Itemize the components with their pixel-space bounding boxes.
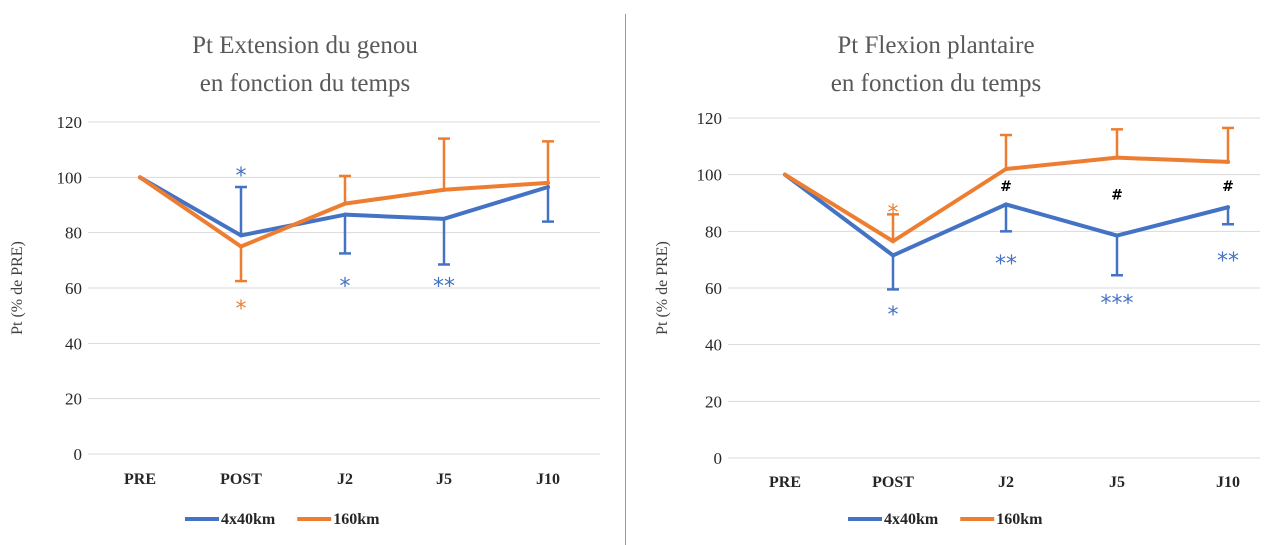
- y-tick-label: 60: [705, 279, 722, 298]
- significance-hash: #: [1111, 188, 1123, 204]
- legend-label: 4x40km: [221, 511, 276, 528]
- data-point: [239, 244, 243, 249]
- data-point: [891, 253, 895, 258]
- data-point: [546, 185, 550, 190]
- data-point: [891, 239, 895, 244]
- y-tick-label: 100: [57, 168, 83, 187]
- x-category-label: J10: [1216, 474, 1240, 491]
- y-tick-label: 120: [697, 109, 723, 128]
- x-category-label: J5: [436, 471, 452, 488]
- chart-title-line: Pt Extension du genou: [192, 32, 418, 59]
- panel-divider: [625, 14, 626, 545]
- significance-hash: #: [1222, 179, 1234, 195]
- y-tick-label: 100: [697, 166, 723, 185]
- data-point: [138, 175, 142, 180]
- data-point: [1004, 167, 1008, 171]
- legend-label: 160km: [333, 511, 380, 528]
- y-tick-label: 60: [65, 279, 82, 298]
- data-point: [1226, 159, 1230, 164]
- data-point: [1226, 205, 1230, 210]
- data-point: [1115, 233, 1119, 238]
- data-point: [1115, 155, 1119, 160]
- y-tick-label: 40: [65, 334, 82, 353]
- legend-label: 4x40km: [884, 511, 939, 528]
- legend-label: 160km: [996, 511, 1043, 528]
- chart-title-line: Pt Flexion plantaire: [837, 32, 1034, 59]
- y-axis-label: Pt (% de PRE): [654, 241, 671, 335]
- data-point: [442, 187, 446, 192]
- y-axis-label: Pt (% de PRE): [9, 241, 26, 335]
- significance-marker: **: [995, 252, 1017, 277]
- y-tick-label: 0: [714, 449, 723, 468]
- chart-title-line: en fonction du temps: [200, 70, 410, 97]
- y-tick-label: 120: [57, 113, 83, 132]
- significance-marker: *: [340, 275, 351, 300]
- data-point: [239, 233, 243, 238]
- significance-marker: ***: [1101, 292, 1134, 317]
- y-tick-label: 40: [705, 336, 722, 355]
- significance-hash: #: [1000, 179, 1012, 195]
- x-category-label: POST: [872, 474, 914, 491]
- significance-marker: *: [236, 297, 247, 322]
- data-point: [343, 212, 347, 217]
- chart-svg-plantar-flexion: Pt Flexion plantaire en fonction du temps…: [654, 32, 1260, 528]
- y-tick-label: 80: [705, 222, 722, 241]
- significance-marker: *: [236, 164, 247, 189]
- y-tick-label: 80: [65, 224, 82, 243]
- data-point: [1004, 202, 1008, 207]
- significance-marker: **: [433, 275, 455, 300]
- data-point: [546, 180, 550, 185]
- x-category-label: J2: [998, 474, 1014, 491]
- data-point: [442, 216, 446, 221]
- significance-marker: *: [888, 303, 899, 328]
- data-point: [343, 201, 347, 206]
- significance-marker: *: [888, 201, 899, 226]
- data-point: [783, 172, 787, 177]
- y-tick-label: 0: [74, 445, 83, 464]
- x-category-label: J5: [1109, 474, 1125, 491]
- y-tick-label: 20: [705, 392, 722, 411]
- x-category-label: PRE: [769, 474, 801, 491]
- chart-panel-plantar-flexion: Pt Flexion plantaire en fonction du temps…: [630, 0, 1272, 545]
- chart-panel-knee-extension: Pt Extension du genou en fonction du temp…: [0, 0, 622, 545]
- significance-marker: **: [1217, 249, 1239, 274]
- x-category-label: J10: [536, 471, 560, 488]
- chart-title-line: en fonction du temps: [831, 70, 1041, 97]
- y-tick-label: 20: [65, 390, 82, 409]
- x-category-label: PRE: [124, 471, 156, 488]
- x-category-label: J2: [337, 471, 353, 488]
- x-category-label: POST: [220, 471, 262, 488]
- chart-svg-knee-extension: Pt Extension du genou en fonction du temp…: [9, 32, 600, 528]
